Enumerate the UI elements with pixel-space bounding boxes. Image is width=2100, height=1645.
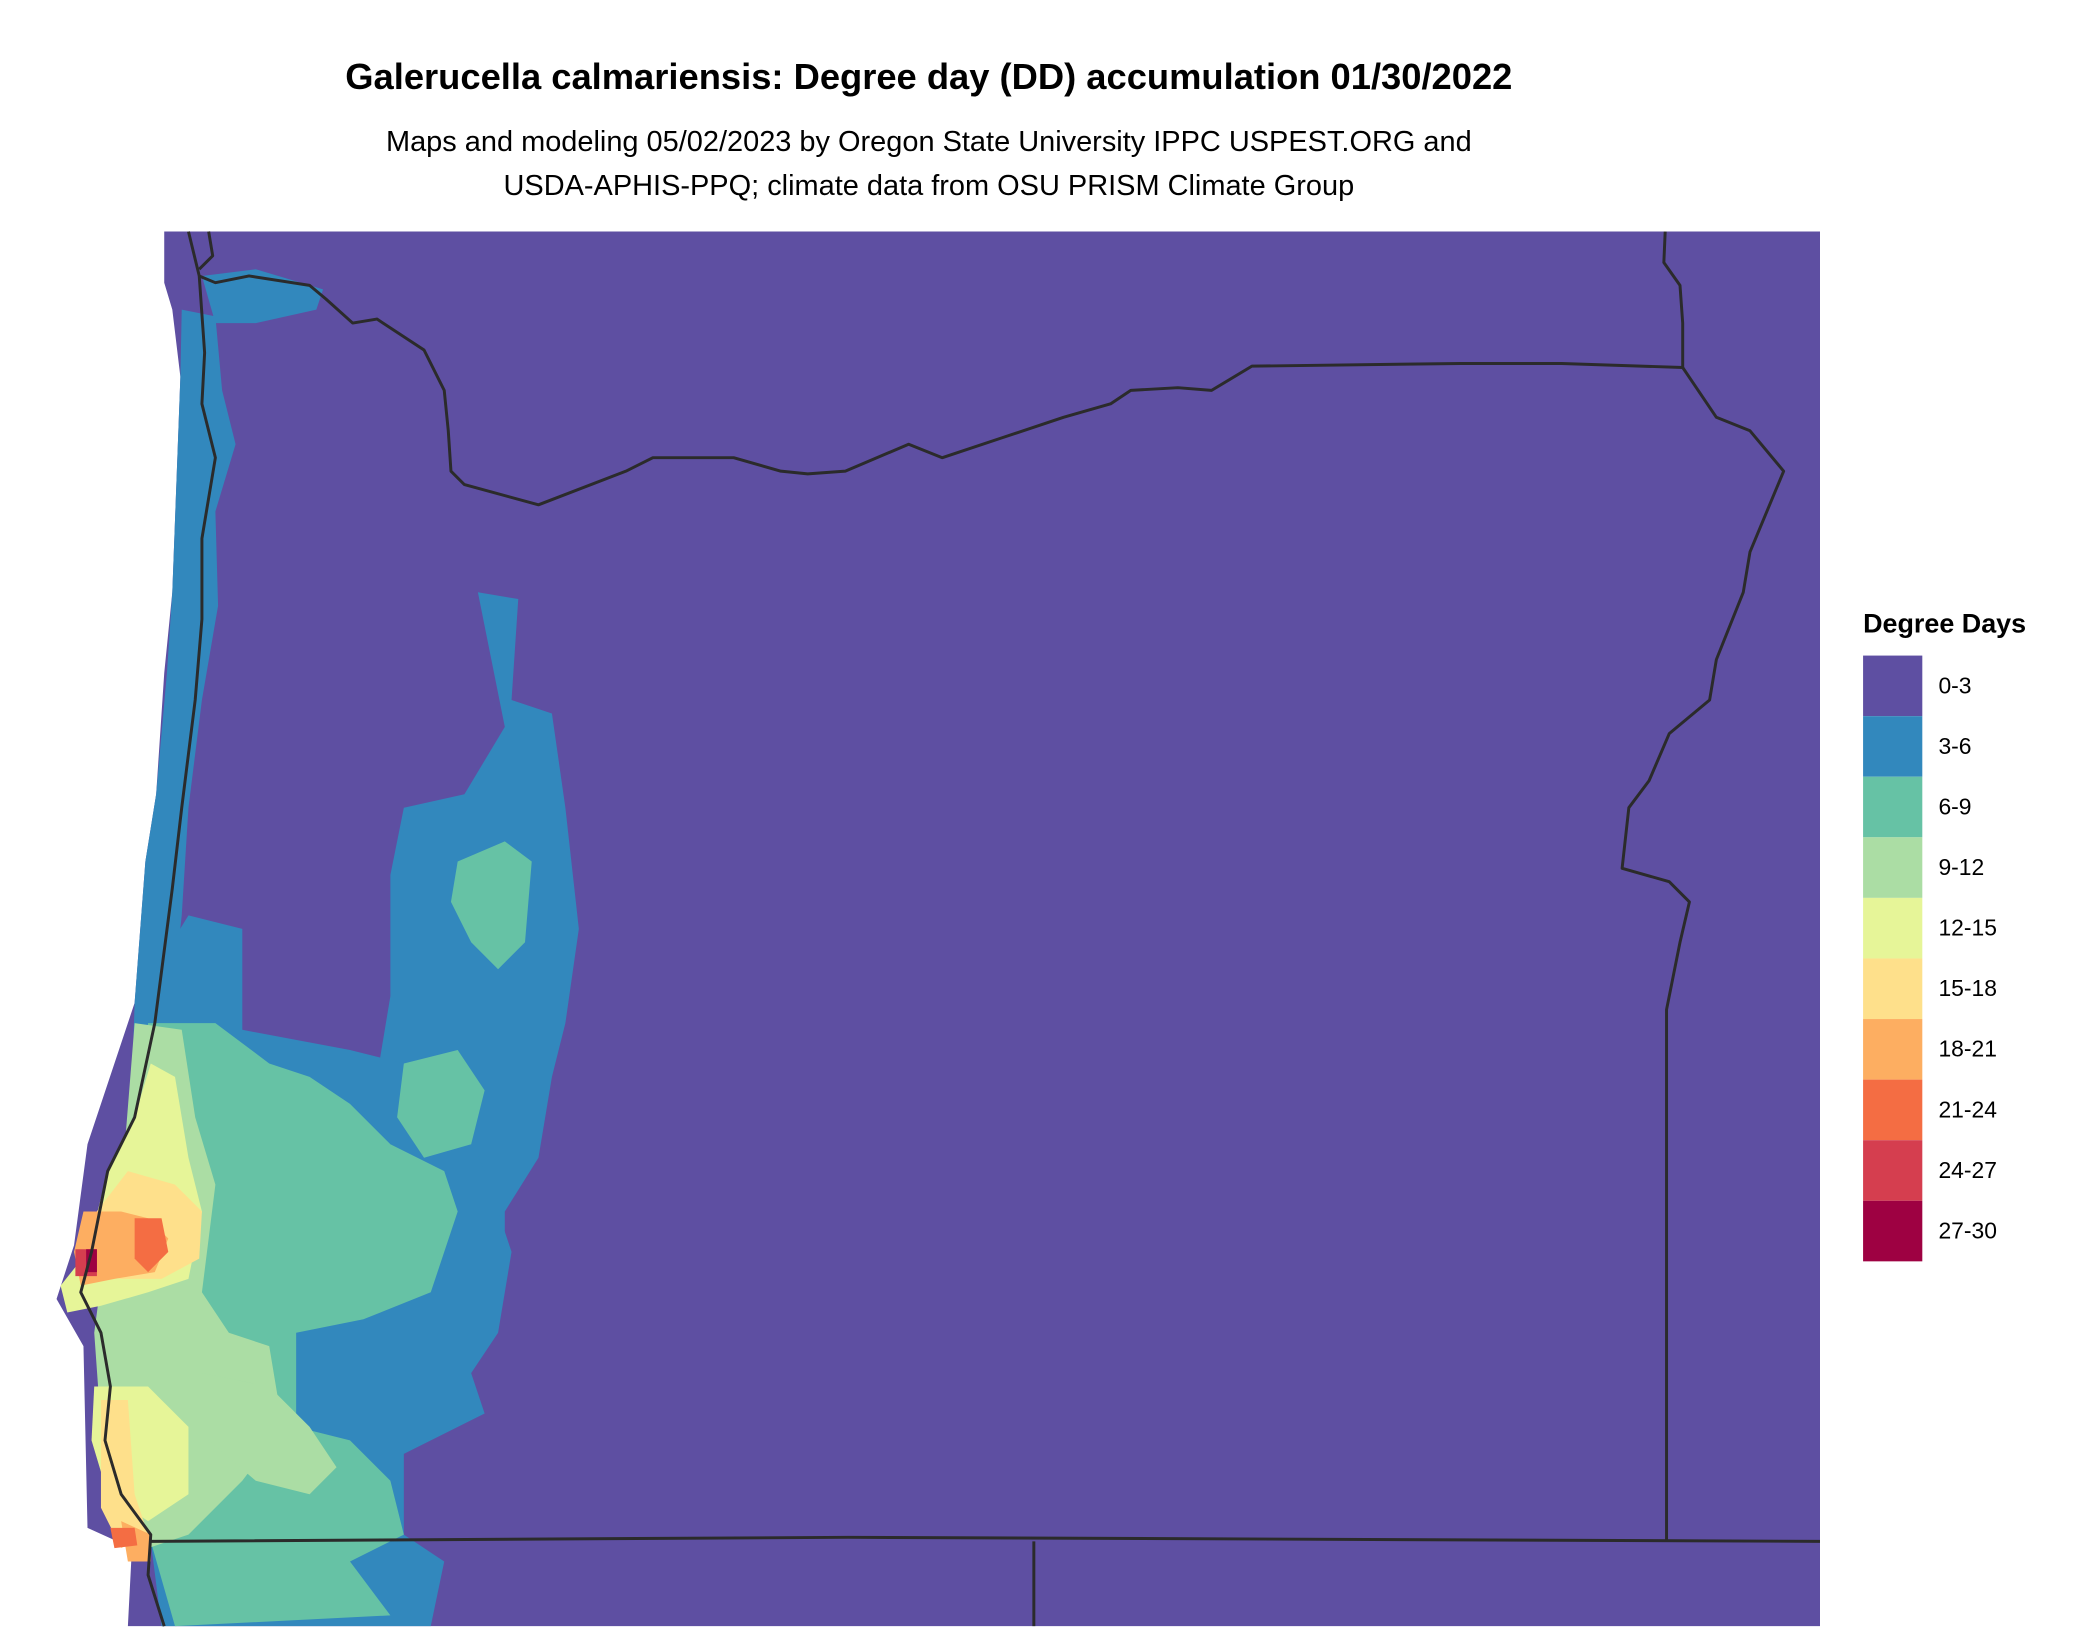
legend-label: 18-21 xyxy=(1938,1036,1997,1062)
map-title: Galerucella calmariensis: Degree day (DD… xyxy=(345,56,1512,97)
legend-swatch-9-12 xyxy=(1863,837,1923,898)
legend-label: 24-27 xyxy=(1938,1157,1997,1183)
legend-swatch-0-3 xyxy=(1863,655,1923,717)
washington-idaho-border xyxy=(1662,231,1685,368)
legend-swatch-3-6 xyxy=(1863,716,1923,777)
legend-swatch-27-30 xyxy=(1863,1200,1923,1262)
raster-patch-15-18-south xyxy=(100,1400,149,1549)
legend-label: 27-30 xyxy=(1938,1217,1997,1243)
legend-label: 12-15 xyxy=(1938,915,1997,941)
legend-swatch-21-24 xyxy=(1863,1079,1923,1141)
raster-patch-6-9-cascades xyxy=(450,841,532,970)
raster-patch-21-24-south xyxy=(110,1527,138,1549)
legend: Degree Days 0-3 3-6 6-9 9-12 12-15 15-18 18-21… xyxy=(1863,609,2026,1262)
washington-coast xyxy=(198,231,215,271)
legend-swatch-18-21 xyxy=(1863,1019,1923,1080)
state-borders xyxy=(79,231,1821,1627)
legend-label: 6-9 xyxy=(1938,793,1971,819)
legend-swatch-15-18 xyxy=(1863,958,1923,1020)
columbia-river-border xyxy=(198,274,1683,507)
legend-label: 0-3 xyxy=(1938,672,1971,698)
raster-map xyxy=(56,231,1821,1627)
coastline xyxy=(79,231,217,1627)
map-subtitle-line1: Maps and modeling 05/02/2023 by Oregon S… xyxy=(386,126,1472,158)
legend-swatch-24-27 xyxy=(1863,1140,1923,1201)
map-subtitle-line2: USDA-APHIS-PPQ; climate data from OSU PR… xyxy=(504,170,1355,202)
raster-patch-9-12-curry xyxy=(201,1373,337,1495)
legend-title: Degree Days xyxy=(1863,609,2026,639)
raster-patch-21-24 xyxy=(134,1218,169,1273)
oregon-idaho-border xyxy=(1620,366,1786,1542)
raster-patch-6-9-umpqua xyxy=(397,1050,485,1158)
legend-swatch-6-9 xyxy=(1863,776,1923,838)
legend-label: 3-6 xyxy=(1938,733,1971,759)
legend-label: 15-18 xyxy=(1938,975,1997,1001)
legend-swatch-12-15 xyxy=(1863,897,1923,959)
legend-label: 9-12 xyxy=(1938,854,1984,880)
southern-border xyxy=(150,1535,1821,1543)
legend-label: 21-24 xyxy=(1938,1096,1997,1122)
